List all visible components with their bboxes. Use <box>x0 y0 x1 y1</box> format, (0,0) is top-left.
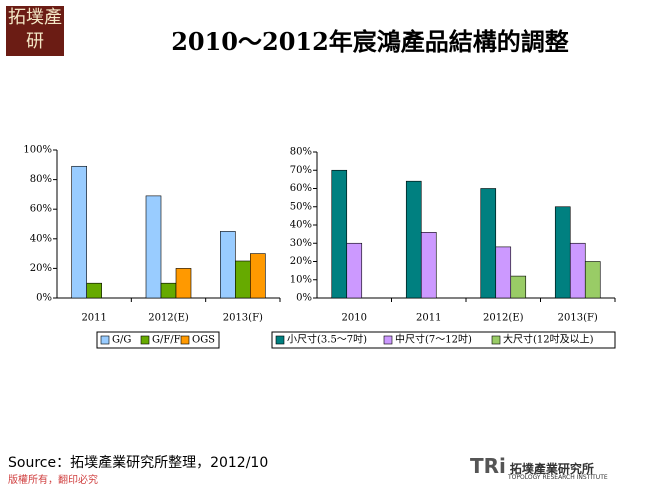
bar <box>569 242 586 299</box>
brand-mark: TRi <box>470 454 506 478</box>
bar <box>420 232 437 299</box>
x-tick-label: 2010 <box>342 313 367 324</box>
x-tick-label: 2013(F) <box>223 313 263 324</box>
bar <box>510 275 527 299</box>
y-tick-label: 0% <box>296 293 312 304</box>
logo: 拓墣產研 <box>6 6 64 56</box>
y-tick-label: 10% <box>290 274 312 285</box>
legend-swatch <box>100 335 110 345</box>
bar <box>554 206 571 299</box>
charts: 0% 20% 40% 60% 80% 100% 2011 2012(E) 2013(F) G/G G… <box>23 145 616 349</box>
bar <box>71 165 87 299</box>
y-tick-label: 100% <box>23 145 52 156</box>
legend-label: OGS <box>192 335 215 346</box>
bar <box>220 231 236 299</box>
x-tick-label: 2011 <box>81 313 106 324</box>
legend-swatch <box>180 335 190 345</box>
bar <box>480 188 497 299</box>
legend-swatch <box>383 335 393 345</box>
legend-swatch <box>275 335 285 345</box>
brand-name: 拓墣產業研究所 <box>509 462 594 476</box>
legend-label: 中尺寸(7～12吋) <box>395 333 472 346</box>
y-tick-label: 20% <box>290 256 312 267</box>
copyright: 版權所有，翻印必究 <box>8 475 98 486</box>
legend-box <box>271 331 616 349</box>
legend-box <box>96 331 220 349</box>
source-note: Source：拓墣產業研究所整理，2012/10 <box>8 455 269 471</box>
legend-label: 大尺寸(12吋及以上) <box>503 333 594 346</box>
x-tick-label: 2012(E) <box>483 313 524 324</box>
x-tick-label: 2012(E) <box>148 313 189 324</box>
y-tick-label: 60% <box>30 204 52 215</box>
brand-english: TOPOLOGY RESEARCH INSTITUTE <box>508 474 608 481</box>
bar <box>145 195 162 299</box>
bar <box>235 260 251 299</box>
bar <box>250 253 266 299</box>
x-tick-label: 2013(F) <box>558 313 598 324</box>
y-tick-label: 30% <box>290 238 312 249</box>
y-tick-label: 0% <box>36 293 52 304</box>
bar <box>405 180 422 299</box>
y-tick-label: 80% <box>30 174 52 185</box>
bar <box>160 282 177 299</box>
y-tick-label: 80% <box>290 147 312 158</box>
x-tick-label: 2011 <box>416 313 441 324</box>
y-tick-label: 50% <box>290 201 312 212</box>
legend-label: G/F/F <box>152 335 181 346</box>
brand-logo: TRi 拓墣產業研究所 TOPOLOGY RESEARCH INSTITUTE <box>470 454 608 481</box>
slide-title: 2010～2012年宸鴻產品結構的調整 <box>171 27 569 56</box>
bar <box>175 268 192 299</box>
bar <box>346 242 363 299</box>
y-tick-label: 20% <box>30 263 52 274</box>
y-tick-label: 60% <box>290 183 312 194</box>
legend-label: G/G <box>112 335 131 346</box>
bar <box>331 169 348 299</box>
legend-label: 小尺寸(3.5～7吋) <box>287 333 367 346</box>
bar <box>584 261 601 299</box>
legend-swatch <box>140 335 150 345</box>
y-tick-label: 40% <box>30 233 52 244</box>
bar <box>86 282 102 299</box>
bar <box>495 246 512 299</box>
y-tick-label: 40% <box>290 220 312 231</box>
y-tick-label: 70% <box>290 165 312 176</box>
legend-swatch <box>491 335 501 345</box>
